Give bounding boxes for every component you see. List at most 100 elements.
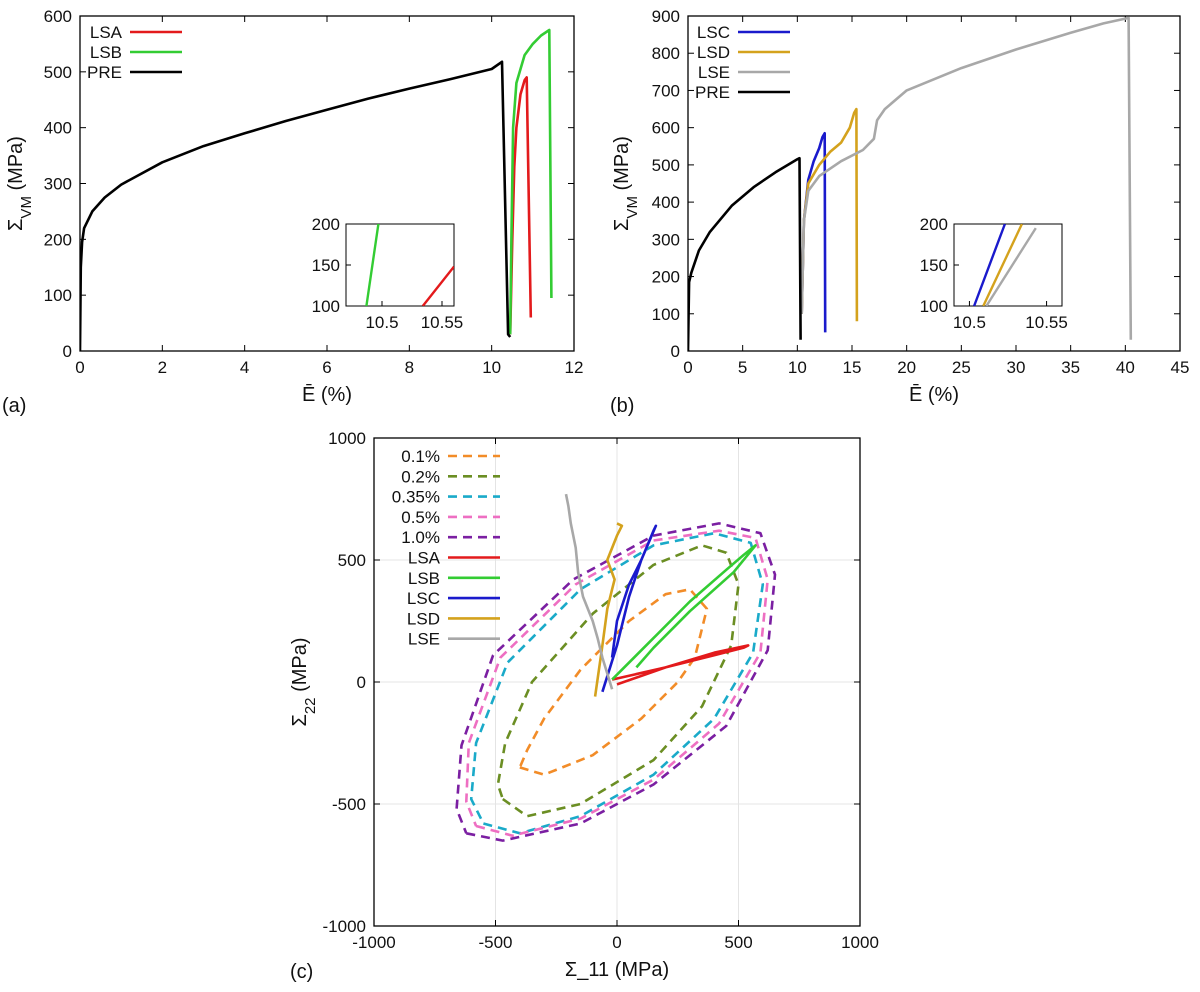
x-tick-label: 10 — [788, 358, 807, 377]
y-tick-label: 100 — [652, 305, 680, 324]
y-axis-label: ΣVM (MPa) — [5, 136, 35, 231]
x-tick-label: 2 — [158, 358, 167, 377]
y-axis-label: Σ22 (MPa) — [289, 637, 319, 726]
x-tick-label: 6 — [322, 358, 331, 377]
legend-label: LSC — [697, 23, 730, 42]
y-tick-label: 200 — [652, 268, 680, 287]
series-line-0p2 — [496, 544, 740, 818]
y-axis-label-group: ΣVM (MPa) — [611, 136, 641, 231]
series-line-LSB — [611, 544, 757, 681]
x-tick-label: -500 — [478, 933, 512, 952]
y-tick-label: 200 — [44, 230, 72, 249]
inset-series-line-LSB — [365, 224, 380, 306]
legend-label: PRE — [695, 83, 730, 102]
series-line-PRE — [688, 156, 802, 351]
legend-label: 0.35% — [392, 488, 440, 507]
legend-label: LSA — [408, 549, 441, 568]
x-tick-label: 45 — [1171, 358, 1190, 377]
x-tick-label: 4 — [240, 358, 249, 377]
inset-x-tick-label: 10.5 — [365, 313, 398, 332]
x-tick-label: 0 — [75, 358, 84, 377]
y-tick-label: 0 — [357, 673, 366, 692]
series-line-0p1 — [518, 587, 709, 777]
inset-series-line-LSA — [421, 265, 454, 306]
inset-y-tick-label: 100 — [920, 297, 948, 316]
x-tick-label: 10 — [482, 358, 501, 377]
series-line-0p5 — [464, 529, 770, 838]
panel-tag: (b) — [610, 395, 634, 417]
y-tick-label: 500 — [44, 63, 72, 82]
x-tick-label: 5 — [738, 358, 747, 377]
y-tick-label: 0 — [671, 342, 680, 361]
y-tick-label: 500 — [338, 551, 366, 570]
series-layer-a — [80, 28, 553, 351]
inset-frame — [345, 223, 455, 307]
x-tick-label: 0 — [612, 933, 621, 952]
y-tick-label: 100 — [44, 286, 72, 305]
legend-label: LSA — [90, 23, 123, 42]
inset-series-line-LSE — [985, 227, 1037, 306]
inset-series-layer — [365, 224, 454, 306]
inset-series-layer — [972, 224, 1037, 306]
series-line-1p0 — [455, 522, 777, 842]
x-tick-label: 40 — [1116, 358, 1135, 377]
y-tick-label: 400 — [44, 119, 72, 138]
series-line-LSC — [601, 524, 658, 693]
series-line-LSB — [508, 28, 553, 335]
legend-label: LSD — [407, 609, 440, 628]
inset-y-tick-label: 100 — [312, 297, 340, 316]
inset-series-line-LSC — [972, 224, 1007, 306]
legend-label: 0.5% — [401, 508, 440, 527]
inset-y-tick-label: 150 — [312, 256, 340, 275]
x-tick-label: -1000 — [352, 933, 395, 952]
x-axis-label: Ē (%) — [909, 383, 959, 406]
series-line-LSD — [593, 522, 624, 697]
y-tick-label: 600 — [652, 119, 680, 138]
x-axis-label: Σ_11 (MPa) — [565, 959, 669, 981]
y-tick-label: 400 — [652, 193, 680, 212]
inset-x-tick-label: 10.55 — [421, 313, 464, 332]
series-line-PRE — [80, 60, 512, 351]
legend-label: LSE — [698, 63, 730, 82]
legend-label: PRE — [87, 63, 122, 82]
y-tick-label: 1000 — [328, 429, 366, 448]
series-line-LSD — [800, 107, 859, 322]
inset-x-tick-label: 10.5 — [953, 313, 986, 332]
panel-tag: (a) — [2, 395, 26, 417]
x-tick-label: 30 — [1007, 358, 1026, 377]
y-tick-label: 300 — [44, 175, 72, 194]
x-tick-label: 20 — [897, 358, 916, 377]
inset-y-tick-label: 200 — [312, 215, 340, 234]
y-tick-label: 500 — [652, 156, 680, 175]
legend-label: LSC — [407, 589, 440, 608]
legend-label: 0.1% — [401, 447, 440, 466]
series-layer-b — [688, 16, 1133, 351]
legend-label: LSB — [90, 43, 122, 62]
inset-x-tick-label: 10.55 — [1025, 313, 1068, 332]
inset-series-line-LSD — [982, 224, 1023, 306]
series-line-0p35 — [469, 531, 765, 835]
y-tick-label: -1000 — [323, 917, 366, 936]
series-layer-c — [455, 493, 777, 842]
y-axis-label-group: Σ22 (MPa) — [289, 637, 319, 726]
legend-label: 0.2% — [401, 467, 440, 486]
inset-frame — [953, 223, 1063, 307]
x-tick-label: 0 — [683, 358, 692, 377]
plot-frame-b — [687, 15, 1181, 352]
x-tick-label: 8 — [405, 358, 414, 377]
y-axis-label: ΣVM (MPa) — [611, 136, 641, 231]
legend-label: 1.0% — [401, 528, 440, 547]
inset-y-tick-label: 150 — [920, 256, 948, 275]
y-tick-label: 0 — [63, 342, 72, 361]
legend-label: LSD — [697, 43, 730, 62]
x-tick-label: 35 — [1061, 358, 1080, 377]
panel-tag: (c) — [290, 961, 313, 983]
y-axis-label-group: ΣVM (MPa) — [5, 136, 35, 231]
x-tick-label: 15 — [843, 358, 862, 377]
y-tick-label: 700 — [652, 81, 680, 100]
x-axis-label: Ē (%) — [302, 383, 352, 406]
y-tick-label: 900 — [652, 7, 680, 26]
series-line-LSA — [611, 644, 750, 686]
inset-y-tick-label: 200 — [920, 215, 948, 234]
